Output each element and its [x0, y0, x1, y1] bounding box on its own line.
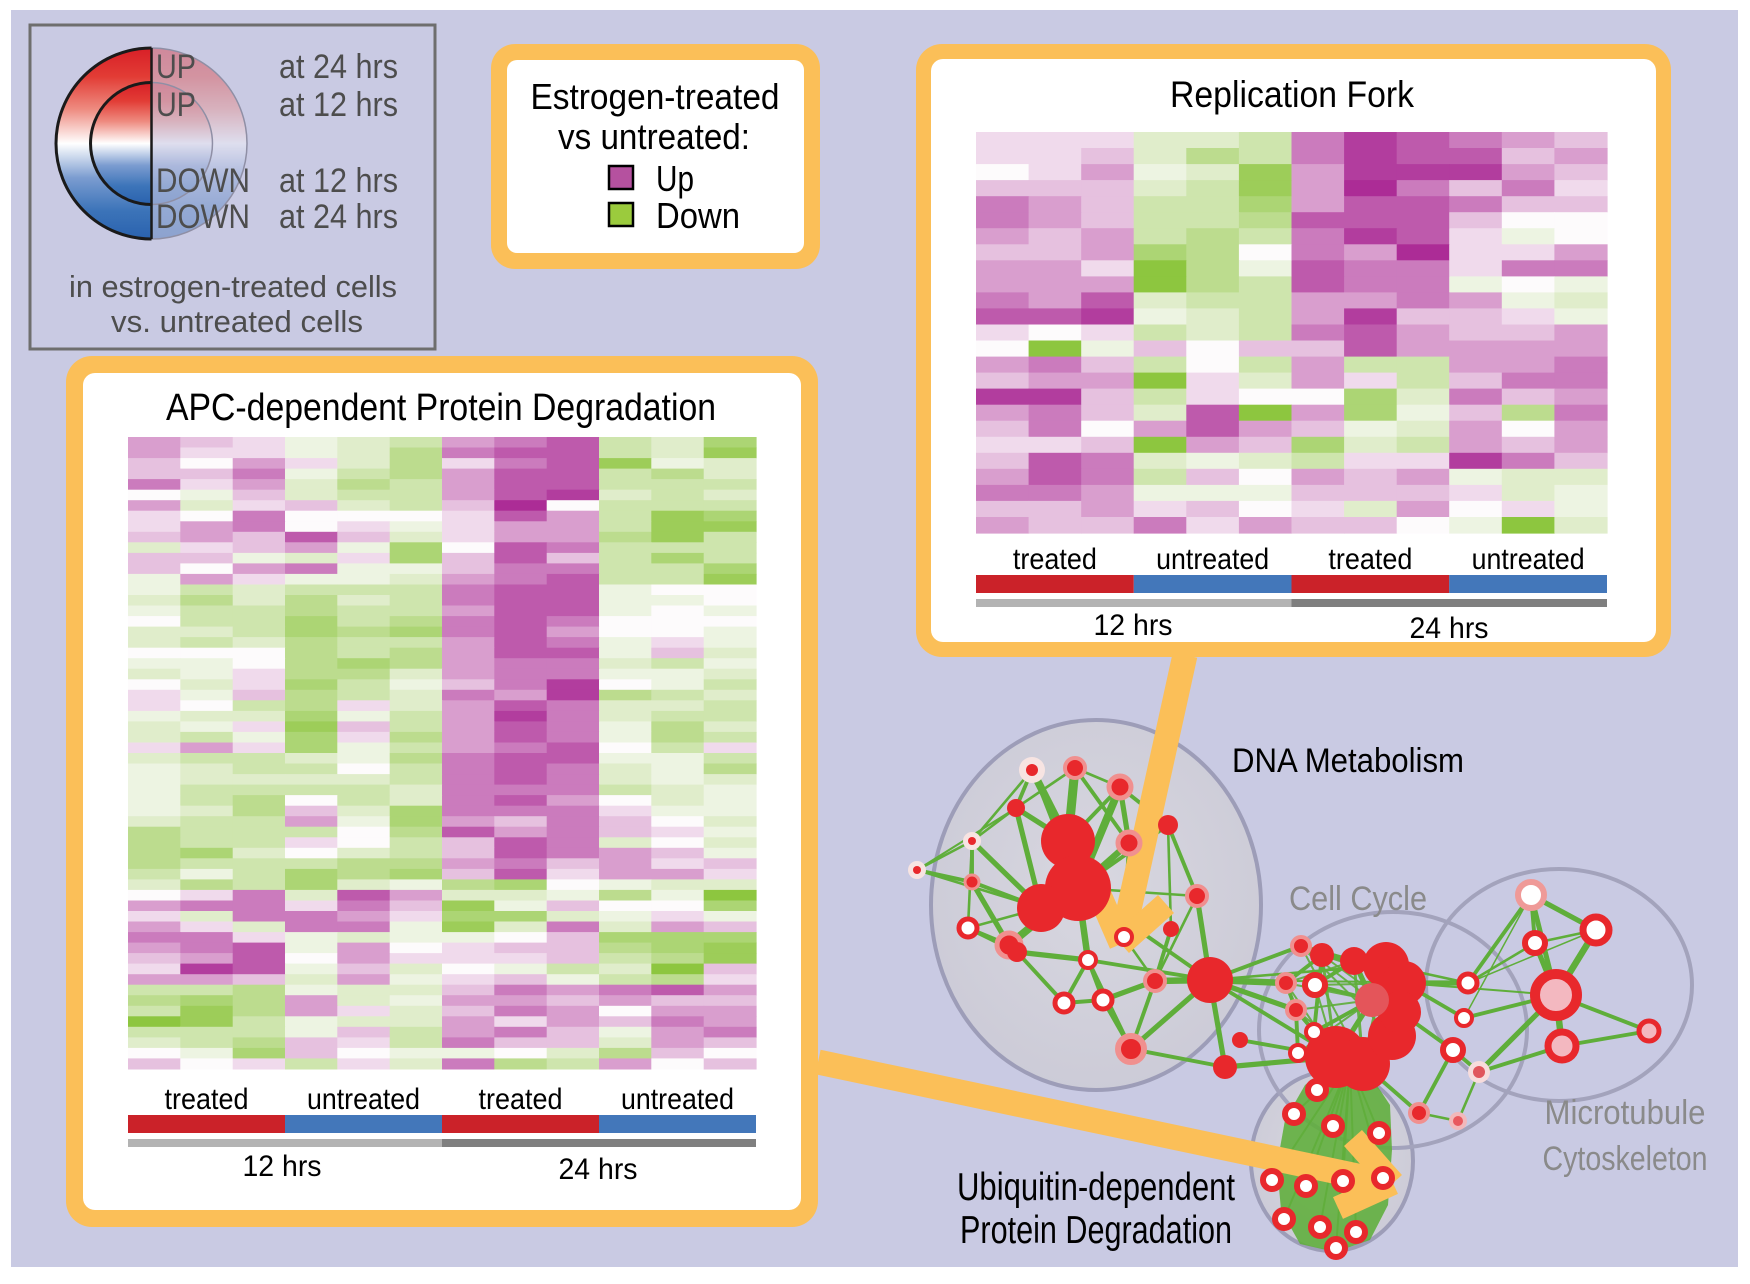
svg-text:UP: UP	[156, 48, 196, 86]
svg-text:treated: treated	[1013, 543, 1097, 576]
svg-text:Down: Down	[656, 195, 740, 236]
svg-text:UP: UP	[156, 86, 196, 124]
svg-text:at 24 hrs: at 24 hrs	[279, 48, 398, 86]
svg-text:vs untreated:: vs untreated:	[558, 116, 750, 157]
svg-text:12 hrs: 12 hrs	[243, 1150, 322, 1183]
svg-text:Cytoskeleton: Cytoskeleton	[1543, 1140, 1708, 1178]
svg-text:untreated: untreated	[1156, 543, 1269, 576]
svg-text:treated: treated	[165, 1083, 249, 1116]
svg-text:APC-dependent Protein Degradat: APC-dependent Protein Degradation	[166, 387, 716, 429]
svg-text:untreated: untreated	[621, 1083, 734, 1116]
svg-text:vs. untreated cells: vs. untreated cells	[111, 304, 363, 339]
svg-text:untreated: untreated	[307, 1083, 420, 1116]
svg-text:treated: treated	[479, 1083, 563, 1116]
svg-text:Replication Fork: Replication Fork	[1170, 74, 1414, 115]
svg-text:Protein Degradation: Protein Degradation	[960, 1209, 1232, 1252]
svg-text:Cell Cycle: Cell Cycle	[1289, 880, 1427, 918]
svg-text:untreated: untreated	[1472, 543, 1585, 576]
svg-text:24 hrs: 24 hrs	[559, 1153, 638, 1186]
svg-text:treated: treated	[1328, 543, 1412, 576]
svg-text:DNA Metabolism: DNA Metabolism	[1232, 742, 1464, 780]
svg-text:24 hrs: 24 hrs	[1410, 612, 1489, 645]
svg-text:at 12 hrs: at 12 hrs	[279, 86, 398, 124]
svg-text:12 hrs: 12 hrs	[1094, 609, 1173, 642]
svg-text:Ubiquitin-dependent: Ubiquitin-dependent	[957, 1166, 1235, 1209]
svg-text:in estrogen-treated cells: in estrogen-treated cells	[69, 269, 397, 304]
svg-text:Estrogen-treated: Estrogen-treated	[531, 76, 780, 117]
svg-text:Up: Up	[656, 158, 694, 199]
svg-text:at 24 hrs: at 24 hrs	[279, 198, 398, 236]
svg-text:DOWN: DOWN	[156, 198, 250, 236]
svg-text:at 12 hrs: at 12 hrs	[279, 162, 398, 200]
svg-text:Microtubule: Microtubule	[1545, 1094, 1706, 1132]
svg-text:DOWN: DOWN	[156, 162, 250, 200]
